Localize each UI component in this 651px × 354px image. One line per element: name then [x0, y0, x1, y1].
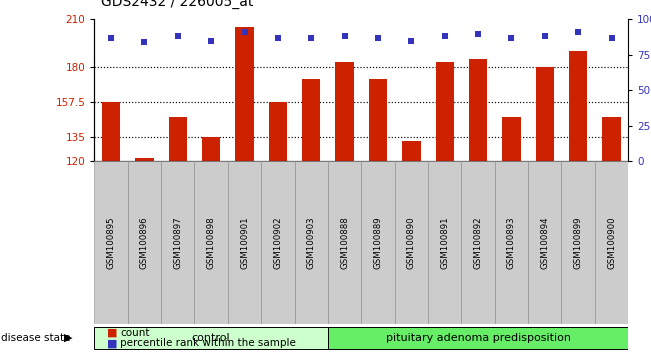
- Point: [139, 39, 150, 45]
- Bar: [369, 79, 387, 161]
- Text: percentile rank within the sample: percentile rank within the sample: [120, 338, 296, 348]
- Text: GDS2432 / 226005_at: GDS2432 / 226005_at: [101, 0, 253, 9]
- FancyBboxPatch shape: [228, 161, 261, 324]
- Text: pituitary adenoma predisposition: pituitary adenoma predisposition: [385, 333, 570, 343]
- Text: GSM100896: GSM100896: [140, 216, 149, 269]
- FancyBboxPatch shape: [562, 161, 595, 324]
- Text: GSM100901: GSM100901: [240, 216, 249, 269]
- Point: [540, 34, 550, 39]
- Text: GSM100895: GSM100895: [107, 216, 116, 269]
- Text: count: count: [120, 328, 150, 338]
- Point: [173, 34, 183, 39]
- Point: [573, 29, 583, 35]
- Bar: [202, 137, 220, 161]
- Text: ▶: ▶: [64, 333, 72, 343]
- Text: ■: ■: [107, 338, 118, 348]
- Bar: [102, 102, 120, 161]
- FancyBboxPatch shape: [395, 161, 428, 324]
- Text: disease state: disease state: [1, 333, 70, 343]
- Bar: [436, 62, 454, 161]
- Bar: [602, 117, 620, 161]
- Bar: [335, 62, 353, 161]
- FancyBboxPatch shape: [94, 327, 328, 349]
- Text: GSM100889: GSM100889: [374, 216, 383, 269]
- Bar: [536, 67, 554, 161]
- FancyBboxPatch shape: [328, 161, 361, 324]
- Bar: [169, 117, 187, 161]
- Point: [306, 35, 316, 41]
- Text: GSM100898: GSM100898: [206, 216, 215, 269]
- Bar: [402, 141, 421, 161]
- FancyBboxPatch shape: [428, 161, 462, 324]
- Bar: [569, 51, 587, 161]
- Bar: [269, 102, 287, 161]
- Text: GSM100894: GSM100894: [540, 216, 549, 269]
- Bar: [503, 117, 521, 161]
- FancyBboxPatch shape: [462, 161, 495, 324]
- FancyBboxPatch shape: [195, 161, 228, 324]
- Point: [473, 31, 483, 36]
- Text: GSM100890: GSM100890: [407, 216, 416, 269]
- Bar: [135, 158, 154, 161]
- Text: GSM100899: GSM100899: [574, 216, 583, 269]
- Text: GSM100902: GSM100902: [273, 216, 283, 269]
- FancyBboxPatch shape: [161, 161, 195, 324]
- Text: GSM100892: GSM100892: [473, 216, 482, 269]
- Bar: [236, 27, 254, 161]
- Text: ■: ■: [107, 328, 118, 338]
- Point: [606, 35, 616, 41]
- Text: GSM100888: GSM100888: [340, 216, 349, 269]
- Point: [406, 38, 417, 44]
- Text: GSM100900: GSM100900: [607, 216, 616, 269]
- FancyBboxPatch shape: [294, 161, 328, 324]
- Bar: [469, 59, 487, 161]
- FancyBboxPatch shape: [595, 161, 628, 324]
- Point: [240, 29, 250, 35]
- Point: [339, 34, 350, 39]
- FancyBboxPatch shape: [495, 161, 528, 324]
- FancyBboxPatch shape: [128, 161, 161, 324]
- Text: control: control: [192, 333, 230, 343]
- Text: GSM100897: GSM100897: [173, 216, 182, 269]
- Point: [506, 35, 517, 41]
- FancyBboxPatch shape: [361, 161, 395, 324]
- Point: [273, 35, 283, 41]
- FancyBboxPatch shape: [94, 161, 128, 324]
- Point: [373, 35, 383, 41]
- FancyBboxPatch shape: [528, 161, 562, 324]
- Text: GSM100891: GSM100891: [440, 216, 449, 269]
- Bar: [302, 79, 320, 161]
- Text: GSM100893: GSM100893: [507, 216, 516, 269]
- Point: [439, 34, 450, 39]
- Text: GSM100903: GSM100903: [307, 216, 316, 269]
- Point: [106, 35, 117, 41]
- FancyBboxPatch shape: [328, 327, 628, 349]
- Point: [206, 38, 216, 44]
- FancyBboxPatch shape: [261, 161, 294, 324]
